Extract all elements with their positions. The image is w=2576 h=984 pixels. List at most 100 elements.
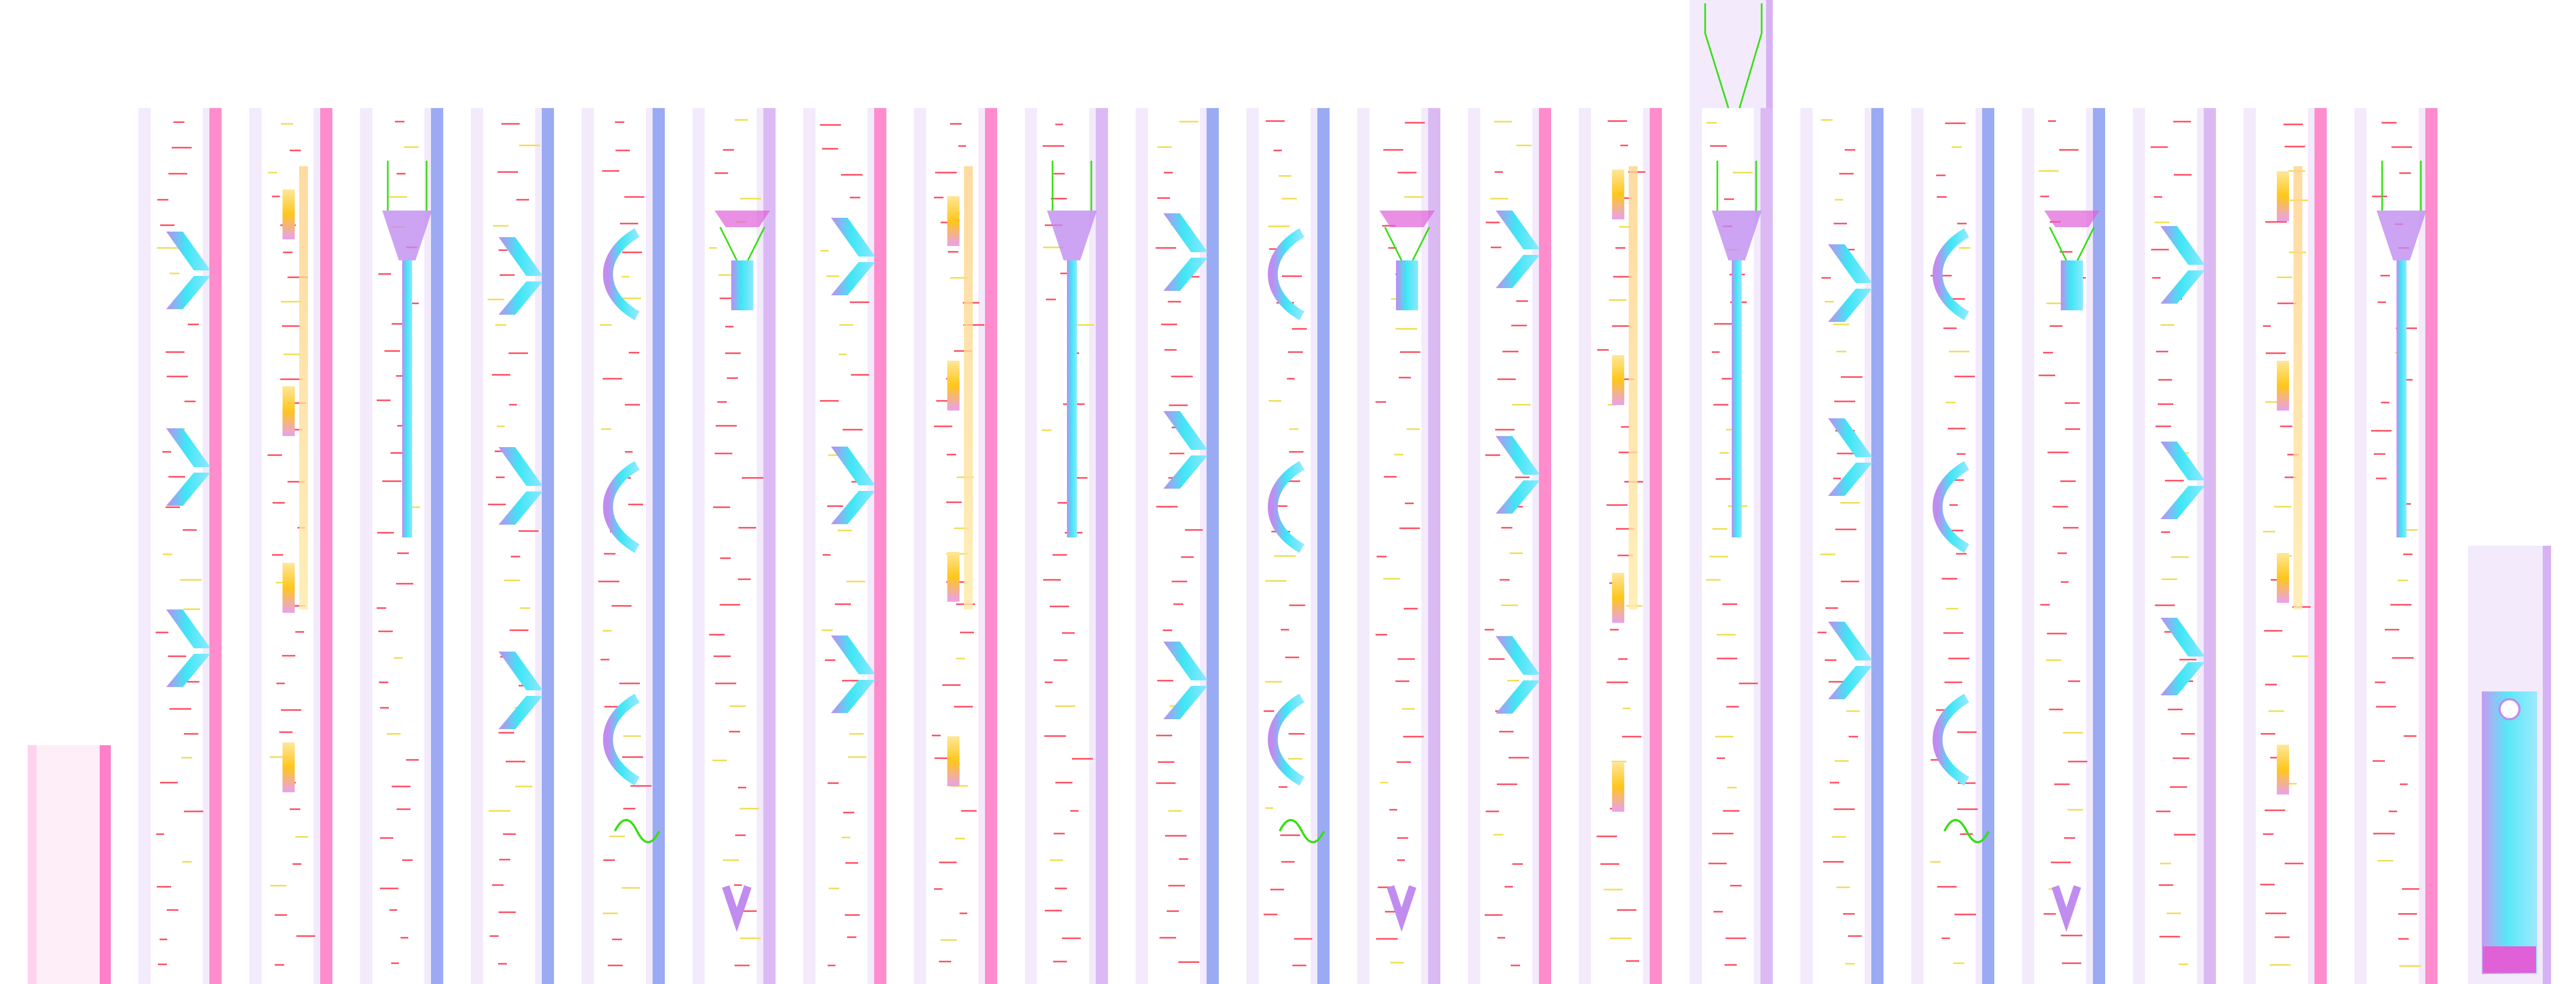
tick-mark <box>382 480 402 482</box>
diagonal-pipe-icon <box>166 654 211 687</box>
hook-icon <box>2051 885 2081 932</box>
tick-mark <box>1610 629 1619 631</box>
tick-mark <box>1383 149 1403 151</box>
column-right-stripe <box>1207 108 1219 984</box>
column-right-stripe <box>763 108 776 984</box>
diagonal-pipe-icon <box>1828 666 1872 699</box>
tick-mark <box>1395 328 1417 330</box>
amber-block <box>1612 762 1624 812</box>
tick-mark <box>723 149 734 151</box>
tick-mark <box>395 121 404 122</box>
tick-mark <box>936 400 956 402</box>
tick-mark <box>822 148 838 150</box>
tick-mark <box>1289 428 1299 430</box>
column-right-stripe <box>1871 108 1884 984</box>
tick-mark <box>2263 531 2275 532</box>
tick-mark <box>1726 706 1739 708</box>
tick-mark <box>270 756 290 758</box>
tick-mark <box>1713 911 1723 913</box>
tick-mark <box>2039 170 2059 172</box>
tick-mark <box>1818 632 1826 633</box>
tick-mark <box>1848 935 1862 937</box>
column-right-stripe <box>1096 108 1108 984</box>
tick-mark <box>1726 429 1737 430</box>
tick-mark <box>820 400 839 402</box>
tick-mark <box>1485 914 1502 916</box>
tick-mark <box>716 425 737 427</box>
amber-block <box>283 189 295 239</box>
tick-mark <box>1292 328 1307 330</box>
tick-mark <box>827 505 843 507</box>
tick-mark <box>170 273 179 274</box>
tick-mark <box>1621 426 1630 428</box>
tick-mark <box>738 578 751 580</box>
column-left-edge <box>2022 108 2034 984</box>
tick-mark <box>1169 453 1184 454</box>
tick-mark <box>2046 303 2068 304</box>
tick-mark <box>495 324 506 326</box>
tick-mark <box>1615 247 1625 249</box>
column-right-stripe <box>2093 108 2105 984</box>
tick-mark <box>1043 145 1064 147</box>
tick-mark <box>1043 247 1065 248</box>
round-valve-icon <box>2498 698 2521 720</box>
tick-mark <box>2378 860 2393 862</box>
tick-mark <box>1270 889 1284 890</box>
tick-mark <box>734 884 742 886</box>
diagonal-pipe-icon <box>831 680 875 713</box>
tick-mark <box>2399 965 2421 967</box>
tick-mark <box>1722 378 1739 380</box>
tick-mark <box>1376 634 1387 636</box>
tick-mark <box>740 937 761 939</box>
tick-mark <box>1600 863 1619 865</box>
tick-mark <box>2039 375 2055 376</box>
tick-mark <box>397 425 406 427</box>
tick-mark <box>1163 629 1172 631</box>
tick-mark <box>2048 452 2069 453</box>
tick-mark <box>2374 453 2385 455</box>
tick-mark <box>1274 555 1296 557</box>
tick-mark <box>290 808 300 810</box>
tick-mark <box>1398 658 1415 660</box>
curved-pipe <box>1932 461 1969 553</box>
tick-mark <box>822 629 833 631</box>
curved-pipe <box>1932 694 1969 786</box>
tick-mark <box>377 607 386 609</box>
tick-mark <box>1951 298 1965 300</box>
tick-mark <box>1942 578 1957 580</box>
tick-mark <box>625 404 640 406</box>
tick-mark <box>280 378 302 380</box>
tick-mark <box>1618 658 1628 660</box>
tick-mark <box>1388 247 1397 249</box>
tick-mark <box>2164 631 2173 633</box>
tick-mark <box>851 374 869 376</box>
tick-mark <box>849 733 864 735</box>
tick-mark <box>1167 910 1179 912</box>
tick-mark <box>729 731 740 732</box>
diagonal-pipe-icon <box>166 276 211 309</box>
tick-mark <box>1397 761 1411 763</box>
tick-mark <box>1948 428 1966 429</box>
tick-mark <box>1944 681 1962 683</box>
tick-mark <box>1289 604 1305 606</box>
diagonal-pipe-icon <box>2161 442 2205 480</box>
tick-mark <box>2168 709 2183 710</box>
amber-block <box>2277 361 2289 411</box>
tick-mark <box>841 174 863 176</box>
tick-mark <box>1264 710 1274 712</box>
column-left-edge <box>582 108 594 984</box>
tick-mark <box>2181 733 2195 735</box>
tick-mark <box>1281 861 1295 863</box>
column-left-edge <box>1246 108 1259 984</box>
tick-mark <box>1712 351 1720 353</box>
tick-mark <box>1385 911 1399 913</box>
tick-mark <box>1043 579 1061 581</box>
tick-mark <box>727 377 738 379</box>
column-left-edge <box>1800 108 1813 984</box>
tick-mark <box>2159 884 2173 886</box>
green-scroll-icon <box>1943 819 1990 843</box>
clamp-icon <box>2044 211 2100 227</box>
tick-mark <box>397 552 409 554</box>
tick-mark <box>1389 809 1397 811</box>
